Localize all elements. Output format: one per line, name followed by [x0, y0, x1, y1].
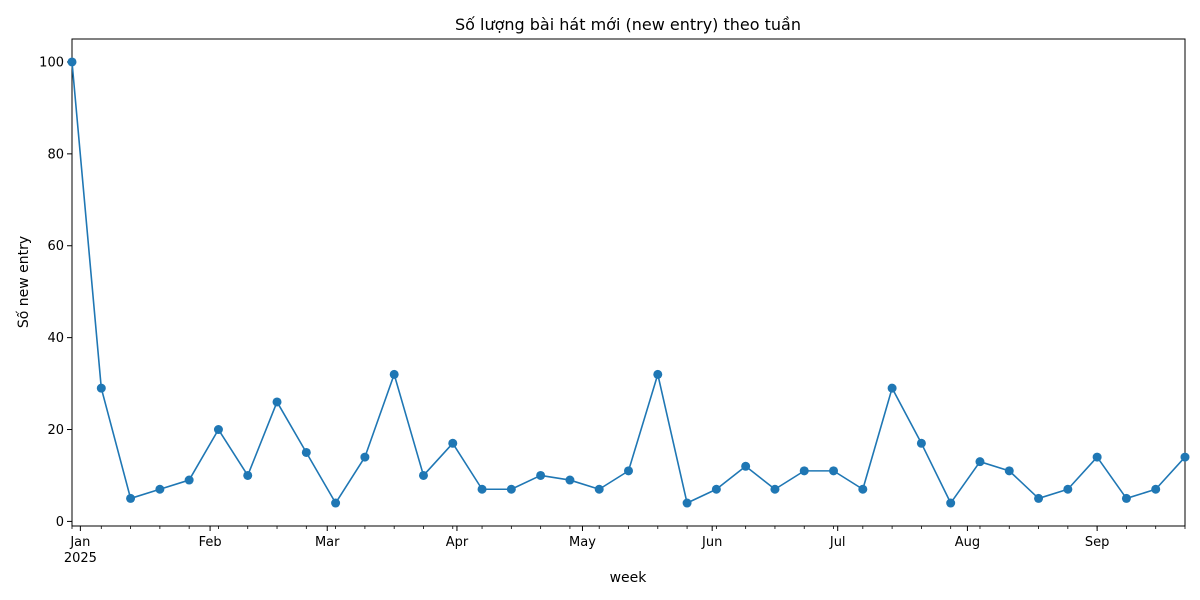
data-point: [1004, 466, 1014, 476]
x-tick-label: Sep: [1085, 535, 1110, 550]
y-tick-label: 40: [47, 331, 64, 346]
data-point: [155, 484, 165, 494]
data-point: [506, 484, 516, 494]
data-point: [741, 461, 751, 471]
data-point: [858, 484, 868, 494]
y-tick-label: 80: [47, 147, 64, 162]
data-point: [331, 498, 341, 508]
data-point: [594, 484, 604, 494]
data-point: [653, 369, 663, 379]
data-point: [711, 484, 721, 494]
y-tick-label: 20: [47, 423, 64, 438]
y-tick-label: 60: [47, 239, 64, 254]
data-point: [565, 475, 575, 485]
x-tick-sublabel: 2025: [64, 551, 97, 566]
x-tick-label: May: [569, 535, 596, 550]
data-point: [770, 484, 780, 494]
data-point: [916, 438, 926, 448]
data-point: [389, 369, 399, 379]
data-point: [1121, 493, 1131, 503]
y-tick-label: 100: [39, 55, 64, 70]
data-point: [682, 498, 692, 508]
data-point: [418, 470, 428, 480]
data-point: [946, 498, 956, 508]
data-point: [1063, 484, 1073, 494]
x-tick-label: Aug: [955, 535, 980, 550]
x-tick-label: Mar: [315, 535, 340, 550]
y-axis-label: Số new entry: [15, 236, 32, 328]
data-point: [1151, 484, 1161, 494]
y-tick-label: 0: [56, 515, 64, 530]
data-point: [887, 383, 897, 393]
data-point: [477, 484, 487, 494]
data-point: [301, 447, 311, 457]
data-point: [213, 425, 223, 435]
data-point: [799, 466, 809, 476]
data-point: [448, 438, 458, 448]
data-point: [536, 470, 546, 480]
data-point: [624, 466, 633, 476]
data-point: [184, 475, 194, 485]
data-point: [67, 57, 77, 67]
x-tick-label: Feb: [199, 535, 222, 550]
x-tick-label: Jan: [69, 535, 90, 550]
chart-title: Số lượng bài hát mới (new entry) theo tu…: [455, 15, 801, 34]
x-axis-label: week: [610, 570, 648, 586]
data-point: [96, 383, 106, 393]
y-axis: 0 20 40 60 80 100: [39, 55, 72, 530]
x-tick-label: Jun: [701, 535, 722, 550]
series-line: [71, 61, 1186, 504]
data-point: [272, 397, 282, 407]
data-point: [829, 466, 839, 476]
x-tick-label: Apr: [446, 535, 469, 550]
x-tick-label: Jul: [829, 535, 846, 550]
data-point: [1034, 493, 1044, 503]
data-point: [1092, 452, 1102, 462]
data-point: [360, 452, 370, 462]
data-point: [1180, 452, 1190, 462]
data-point: [126, 493, 136, 503]
series-layer: [67, 57, 1190, 508]
plot-frame: [71, 38, 1186, 527]
data-point: [243, 470, 253, 480]
data-point: [975, 457, 985, 467]
